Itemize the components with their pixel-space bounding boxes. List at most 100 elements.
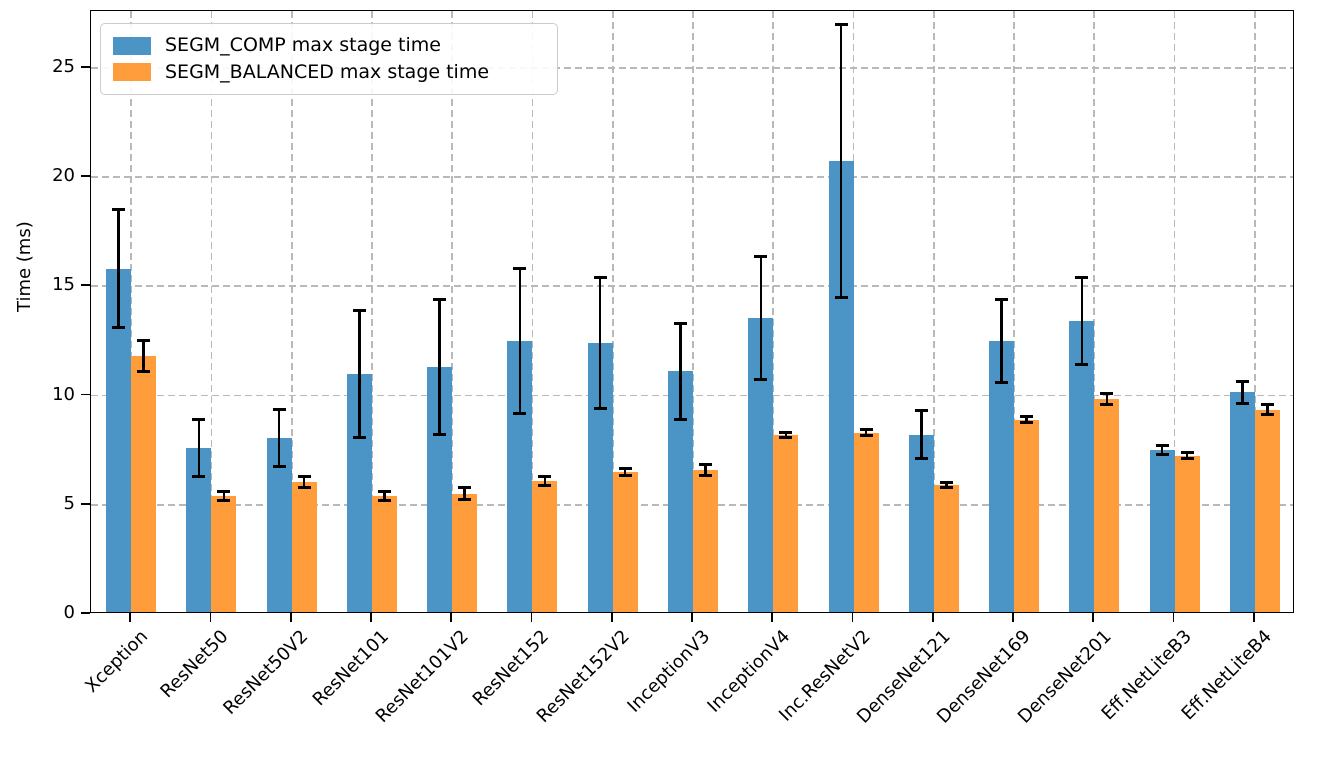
x-tick-label: Xception bbox=[81, 626, 152, 697]
error-bar-cap-bottom bbox=[618, 473, 632, 477]
error-bar-line bbox=[623, 468, 627, 476]
error-bar-line bbox=[1241, 381, 1244, 404]
x-tick bbox=[450, 613, 453, 622]
x-tick bbox=[610, 613, 613, 622]
error-bar-line bbox=[543, 476, 547, 486]
error-bar-cap-bottom bbox=[137, 369, 151, 373]
bar-segm-balanced bbox=[1254, 409, 1280, 612]
error-bar-cap-top bbox=[458, 486, 472, 490]
error-bar-cap-top bbox=[217, 490, 231, 494]
bar-segm-balanced bbox=[452, 493, 478, 612]
error-bar-line bbox=[598, 277, 602, 409]
error-bar-cap-bottom bbox=[779, 435, 793, 439]
bar-segm-comp bbox=[1229, 392, 1255, 612]
bar-segm-balanced bbox=[773, 434, 799, 612]
h-gridline bbox=[91, 66, 1293, 69]
legend: SEGM_COMP max stage time SEGM_BALANCED m… bbox=[100, 23, 558, 95]
v-gridline bbox=[451, 11, 454, 612]
v-gridline bbox=[1013, 11, 1015, 612]
error-bar-cap-bottom bbox=[112, 326, 126, 330]
error-bar-line bbox=[518, 268, 522, 413]
error-bar-line bbox=[1025, 416, 1028, 423]
error-bar-line bbox=[759, 256, 763, 380]
error-bar-cap-bottom bbox=[699, 473, 712, 477]
x-tick-label: ResNet50 bbox=[156, 626, 233, 703]
error-bar-line bbox=[438, 299, 441, 435]
x-tick-label: ResNet101 bbox=[308, 626, 393, 711]
error-bar-line bbox=[383, 491, 386, 501]
bar-segm-balanced bbox=[1094, 398, 1120, 612]
bar-segm-balanced bbox=[853, 432, 879, 612]
bar-segm-comp bbox=[1149, 450, 1175, 612]
error-bar-cap-bottom bbox=[538, 483, 552, 487]
error-bar-line bbox=[784, 432, 788, 438]
error-bar-cap-bottom bbox=[272, 465, 286, 469]
legend-row-segm-comp: SEGM_COMP max stage time bbox=[113, 35, 545, 56]
error-bar-cap-top bbox=[995, 297, 1009, 301]
error-bar-cap-bottom bbox=[377, 498, 391, 502]
x-tick-label: InceptionV3 bbox=[623, 626, 714, 717]
error-bar-line bbox=[945, 482, 948, 488]
y-tick bbox=[81, 393, 90, 396]
bar-segm-balanced bbox=[1014, 419, 1040, 612]
x-tick-label: ResNet152 bbox=[469, 626, 554, 711]
x-tick bbox=[129, 613, 132, 622]
error-bar-cap-top bbox=[297, 474, 311, 478]
legend-swatch-segm-comp bbox=[113, 36, 151, 55]
y-tick bbox=[81, 65, 90, 68]
error-bar-cap-top bbox=[352, 308, 366, 312]
x-tick bbox=[530, 613, 533, 622]
x-tick-label: InceptionV4 bbox=[703, 626, 795, 717]
error-bar-cap-top bbox=[377, 490, 391, 494]
v-gridline bbox=[1173, 11, 1176, 612]
v-gridline bbox=[932, 11, 935, 612]
error-bar-line bbox=[704, 464, 707, 476]
x-tick bbox=[771, 613, 774, 622]
error-bar-cap-bottom bbox=[1180, 456, 1194, 460]
v-gridline bbox=[531, 11, 534, 612]
y-tick bbox=[81, 502, 90, 505]
error-bar-cap-top bbox=[939, 481, 953, 485]
error-bar-line bbox=[302, 476, 306, 488]
error-bar-line bbox=[1105, 393, 1109, 405]
x-tick bbox=[1172, 613, 1175, 622]
y-tick-label: 25 bbox=[52, 55, 75, 77]
v-gridline bbox=[1253, 11, 1256, 612]
error-bar-cap-top bbox=[699, 462, 712, 466]
y-axis-title: Time (ms) bbox=[14, 221, 35, 312]
error-bar-cap-bottom bbox=[297, 485, 311, 489]
error-bar-cap-bottom bbox=[859, 434, 873, 438]
error-bar-cap-top bbox=[272, 408, 286, 412]
error-bar-cap-top bbox=[137, 339, 151, 343]
bar-segm-balanced bbox=[291, 481, 317, 612]
error-bar-cap-bottom bbox=[995, 380, 1009, 384]
error-bar-line bbox=[679, 323, 682, 420]
x-tick bbox=[851, 613, 854, 622]
v-gridline bbox=[1093, 11, 1096, 612]
error-bar-cap-top bbox=[1020, 414, 1034, 418]
error-bar-cap-top bbox=[618, 467, 632, 471]
error-bar-line bbox=[277, 409, 281, 467]
plot-inner bbox=[91, 11, 1293, 612]
error-bar-line bbox=[1160, 445, 1164, 455]
bar-segm-comp bbox=[1069, 321, 1095, 612]
legend-label-segm-balanced: SEGM_BALANCED max stage time bbox=[165, 61, 490, 83]
plot-area bbox=[90, 10, 1294, 613]
error-bar-line bbox=[920, 410, 923, 459]
error-bar-cap-bottom bbox=[593, 407, 607, 411]
v-gridline bbox=[290, 11, 293, 612]
error-bar-cap-bottom bbox=[192, 474, 206, 478]
x-tick bbox=[1012, 613, 1014, 622]
x-tick bbox=[209, 613, 212, 622]
x-tick bbox=[1252, 613, 1255, 622]
error-bar-cap-top bbox=[1155, 444, 1169, 448]
error-bar-cap-top bbox=[859, 427, 873, 431]
v-gridline bbox=[772, 11, 775, 612]
legend-row-segm-balanced: SEGM_BALANCED max stage time bbox=[113, 62, 545, 83]
error-bar-cap-top bbox=[1235, 379, 1249, 383]
error-bar-cap-bottom bbox=[674, 418, 687, 422]
bar-segm-comp bbox=[989, 340, 1015, 612]
error-bar-cap-top bbox=[593, 276, 607, 280]
error-bar-cap-top bbox=[1180, 451, 1194, 455]
